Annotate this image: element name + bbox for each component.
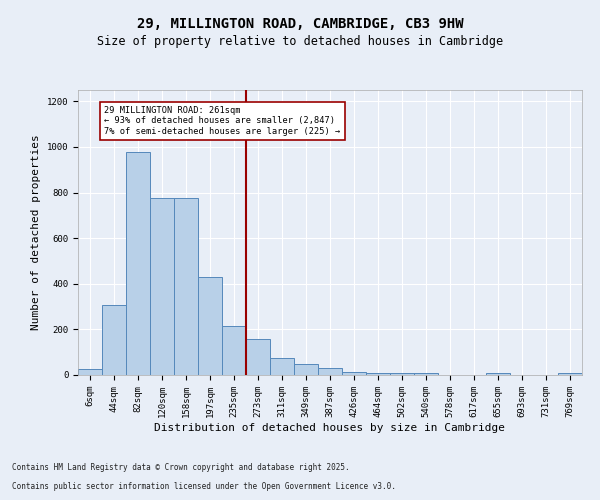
Bar [174, 198, 198, 375]
Bar [318, 368, 342, 375]
Text: Size of property relative to detached houses in Cambridge: Size of property relative to detached ho… [97, 35, 503, 48]
Bar [294, 364, 318, 375]
Bar [150, 198, 174, 375]
Bar [390, 372, 414, 375]
Text: Contains public sector information licensed under the Open Government Licence v3: Contains public sector information licen… [12, 482, 396, 491]
Bar [270, 358, 294, 375]
Text: 29, MILLINGTON ROAD, CAMBRIDGE, CB3 9HW: 29, MILLINGTON ROAD, CAMBRIDGE, CB3 9HW [137, 18, 463, 32]
Bar [486, 372, 510, 375]
Bar [198, 277, 222, 375]
Text: Contains HM Land Registry data © Crown copyright and database right 2025.: Contains HM Land Registry data © Crown c… [12, 464, 350, 472]
Text: 29 MILLINGTON ROAD: 261sqm
← 93% of detached houses are smaller (2,847)
7% of se: 29 MILLINGTON ROAD: 261sqm ← 93% of deta… [104, 106, 341, 136]
Bar [102, 306, 126, 375]
Bar [558, 372, 582, 375]
Bar [366, 372, 390, 375]
Bar [126, 152, 150, 375]
Bar [246, 338, 270, 375]
Y-axis label: Number of detached properties: Number of detached properties [31, 134, 41, 330]
Bar [414, 372, 438, 375]
Bar [342, 372, 366, 375]
Bar [222, 326, 246, 375]
X-axis label: Distribution of detached houses by size in Cambridge: Distribution of detached houses by size … [155, 422, 505, 432]
Bar [78, 370, 102, 375]
